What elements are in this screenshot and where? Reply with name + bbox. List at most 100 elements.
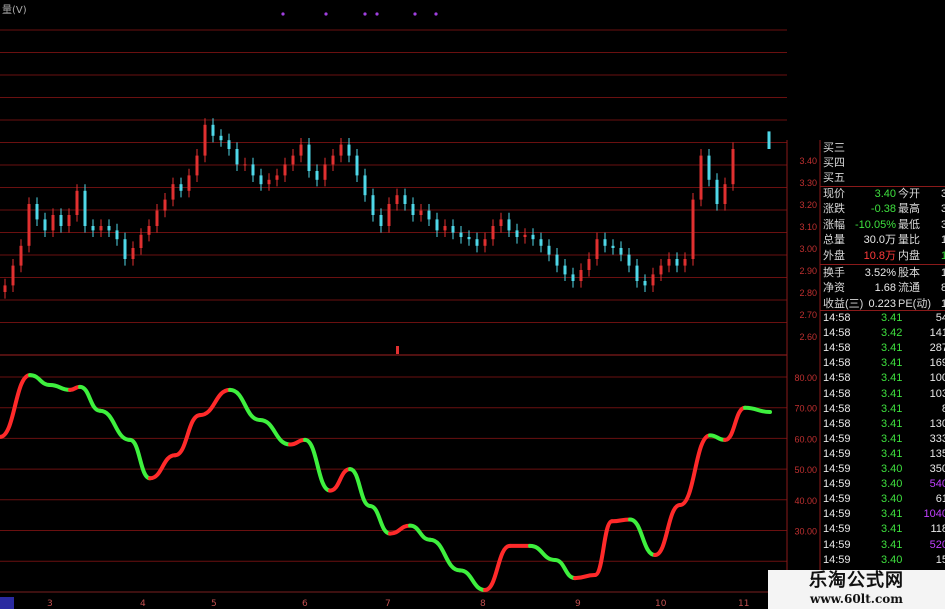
candle-body bbox=[427, 210, 431, 220]
candle-body bbox=[83, 190, 87, 226]
candle-body bbox=[499, 219, 503, 226]
osc-tick-label: 60.00 bbox=[794, 434, 817, 444]
candle bbox=[155, 204, 159, 233]
tick-row: 14:59 3.41 333 bbox=[823, 432, 945, 447]
quote-row: 现价 3.40 今开 3 bbox=[823, 187, 945, 202]
candle bbox=[475, 232, 479, 253]
candle-body bbox=[587, 259, 591, 270]
candle bbox=[579, 263, 583, 288]
candle bbox=[499, 212, 503, 233]
quote-row: 总量 30.0万 量比 1 bbox=[823, 233, 945, 248]
quote-label-2: 今开 bbox=[898, 188, 920, 200]
candle bbox=[395, 188, 399, 211]
tick-volume: 15 bbox=[935, 553, 945, 566]
candle-body bbox=[467, 237, 471, 240]
quote-value-2: 3 bbox=[941, 188, 945, 200]
bid-row: 买四 bbox=[823, 156, 945, 171]
candle-body bbox=[187, 175, 191, 191]
tick-volume: 287 bbox=[929, 342, 945, 355]
oscillator-segment bbox=[573, 573, 597, 581]
oscillator-segment bbox=[678, 433, 712, 508]
candle-body bbox=[531, 234, 535, 240]
tick-time: 14:59 bbox=[823, 553, 851, 566]
oscillator-segment bbox=[723, 405, 747, 442]
candle bbox=[563, 259, 567, 281]
candle-body bbox=[339, 144, 343, 156]
candle-body bbox=[379, 215, 383, 226]
tick-price: 3.40 bbox=[881, 493, 903, 506]
tick-time: 14:58 bbox=[823, 312, 851, 324]
candle bbox=[731, 142, 735, 191]
candle bbox=[107, 219, 111, 237]
candle-body bbox=[107, 226, 111, 231]
candle bbox=[691, 193, 695, 266]
candle bbox=[115, 223, 119, 246]
candle bbox=[459, 226, 463, 244]
tick-price: 3.41 bbox=[881, 312, 903, 324]
candle bbox=[259, 168, 263, 191]
candle bbox=[291, 149, 295, 171]
oscillator-segment bbox=[743, 405, 772, 414]
tick-volume: 61 bbox=[935, 493, 945, 506]
candle-body bbox=[395, 195, 399, 204]
candle bbox=[659, 259, 663, 281]
oscillator-segment bbox=[28, 373, 52, 387]
tick-price: 3.40 bbox=[881, 553, 903, 566]
candle-body bbox=[91, 226, 95, 231]
candle-body bbox=[227, 140, 231, 149]
quote-label: 现价 bbox=[823, 188, 845, 200]
candle-body bbox=[619, 248, 623, 255]
candle-body bbox=[475, 239, 479, 246]
quote-label: 涨幅 bbox=[823, 218, 845, 231]
candle bbox=[19, 239, 23, 273]
bid-row: 买三 bbox=[823, 141, 945, 156]
tick-volume: 1040 bbox=[923, 508, 945, 521]
candle-body bbox=[123, 239, 127, 259]
oscillator-segment bbox=[198, 387, 232, 418]
candle bbox=[219, 129, 223, 147]
candle bbox=[515, 223, 519, 244]
tick-row: 14:58 3.41 169 bbox=[823, 356, 945, 371]
candle bbox=[699, 149, 703, 207]
candle bbox=[75, 184, 79, 222]
candle-body bbox=[291, 155, 295, 165]
quote-value-2: 15.8 bbox=[941, 267, 945, 279]
candle-body bbox=[707, 155, 711, 180]
tick-time: 14:58 bbox=[823, 327, 851, 340]
osc-tick-label: 40.00 bbox=[794, 496, 817, 506]
candle-body bbox=[163, 199, 167, 211]
tick-price: 3.41 bbox=[881, 402, 903, 415]
candle-body bbox=[19, 245, 23, 266]
candle bbox=[603, 232, 607, 253]
tick-row: 14:59 3.41 1040 bbox=[823, 507, 945, 522]
oscillator-segment bbox=[0, 373, 32, 439]
quote-value: 3.40 bbox=[874, 188, 896, 200]
candle-body bbox=[435, 219, 439, 231]
candle-body bbox=[347, 144, 351, 156]
candle-body bbox=[155, 210, 159, 226]
candle bbox=[195, 149, 199, 182]
price-tick-label: 3.20 bbox=[799, 200, 817, 210]
candle bbox=[331, 149, 335, 171]
candle bbox=[299, 138, 303, 163]
tick-time: 14:59 bbox=[823, 538, 851, 551]
candle-body bbox=[35, 204, 39, 220]
oscillator-segment bbox=[593, 519, 614, 578]
x-tick-label: 11 bbox=[738, 599, 749, 609]
candle-body bbox=[507, 219, 511, 231]
candle bbox=[387, 197, 391, 233]
quote-value-2: 8.52 bbox=[941, 282, 945, 295]
candle-body bbox=[683, 259, 687, 266]
candle bbox=[435, 212, 439, 237]
candle bbox=[411, 197, 415, 222]
candle-body bbox=[731, 149, 735, 185]
signal-dot bbox=[434, 12, 438, 16]
candle bbox=[619, 241, 623, 262]
candle-body bbox=[115, 230, 119, 240]
tick-volume: 333 bbox=[929, 432, 945, 445]
tick-volume: 118 bbox=[930, 523, 945, 536]
oscillator-segment bbox=[610, 517, 632, 524]
candle bbox=[627, 248, 631, 273]
